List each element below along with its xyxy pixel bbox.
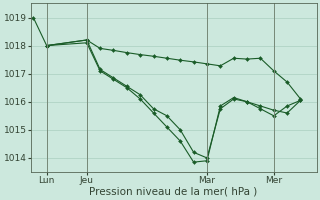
X-axis label: Pression niveau de la mer( hPa ): Pression niveau de la mer( hPa )	[90, 187, 258, 197]
